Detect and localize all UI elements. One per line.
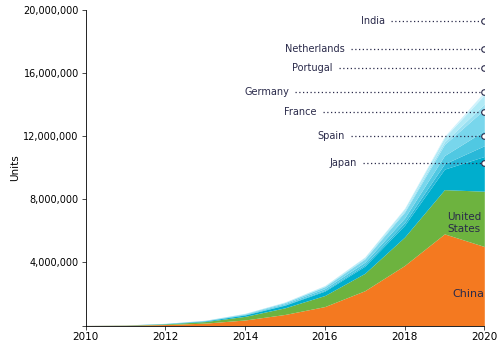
Text: China: China xyxy=(452,289,484,299)
Text: Spain: Spain xyxy=(317,131,345,141)
Text: India: India xyxy=(361,16,385,26)
Y-axis label: Units: Units xyxy=(11,154,21,181)
Text: Netherlands: Netherlands xyxy=(285,44,345,54)
Text: Portugal: Portugal xyxy=(292,63,333,73)
Text: France: France xyxy=(284,107,317,117)
Text: Japan: Japan xyxy=(329,158,357,168)
Text: Germany: Germany xyxy=(244,87,289,97)
Text: United
States: United States xyxy=(447,212,481,234)
